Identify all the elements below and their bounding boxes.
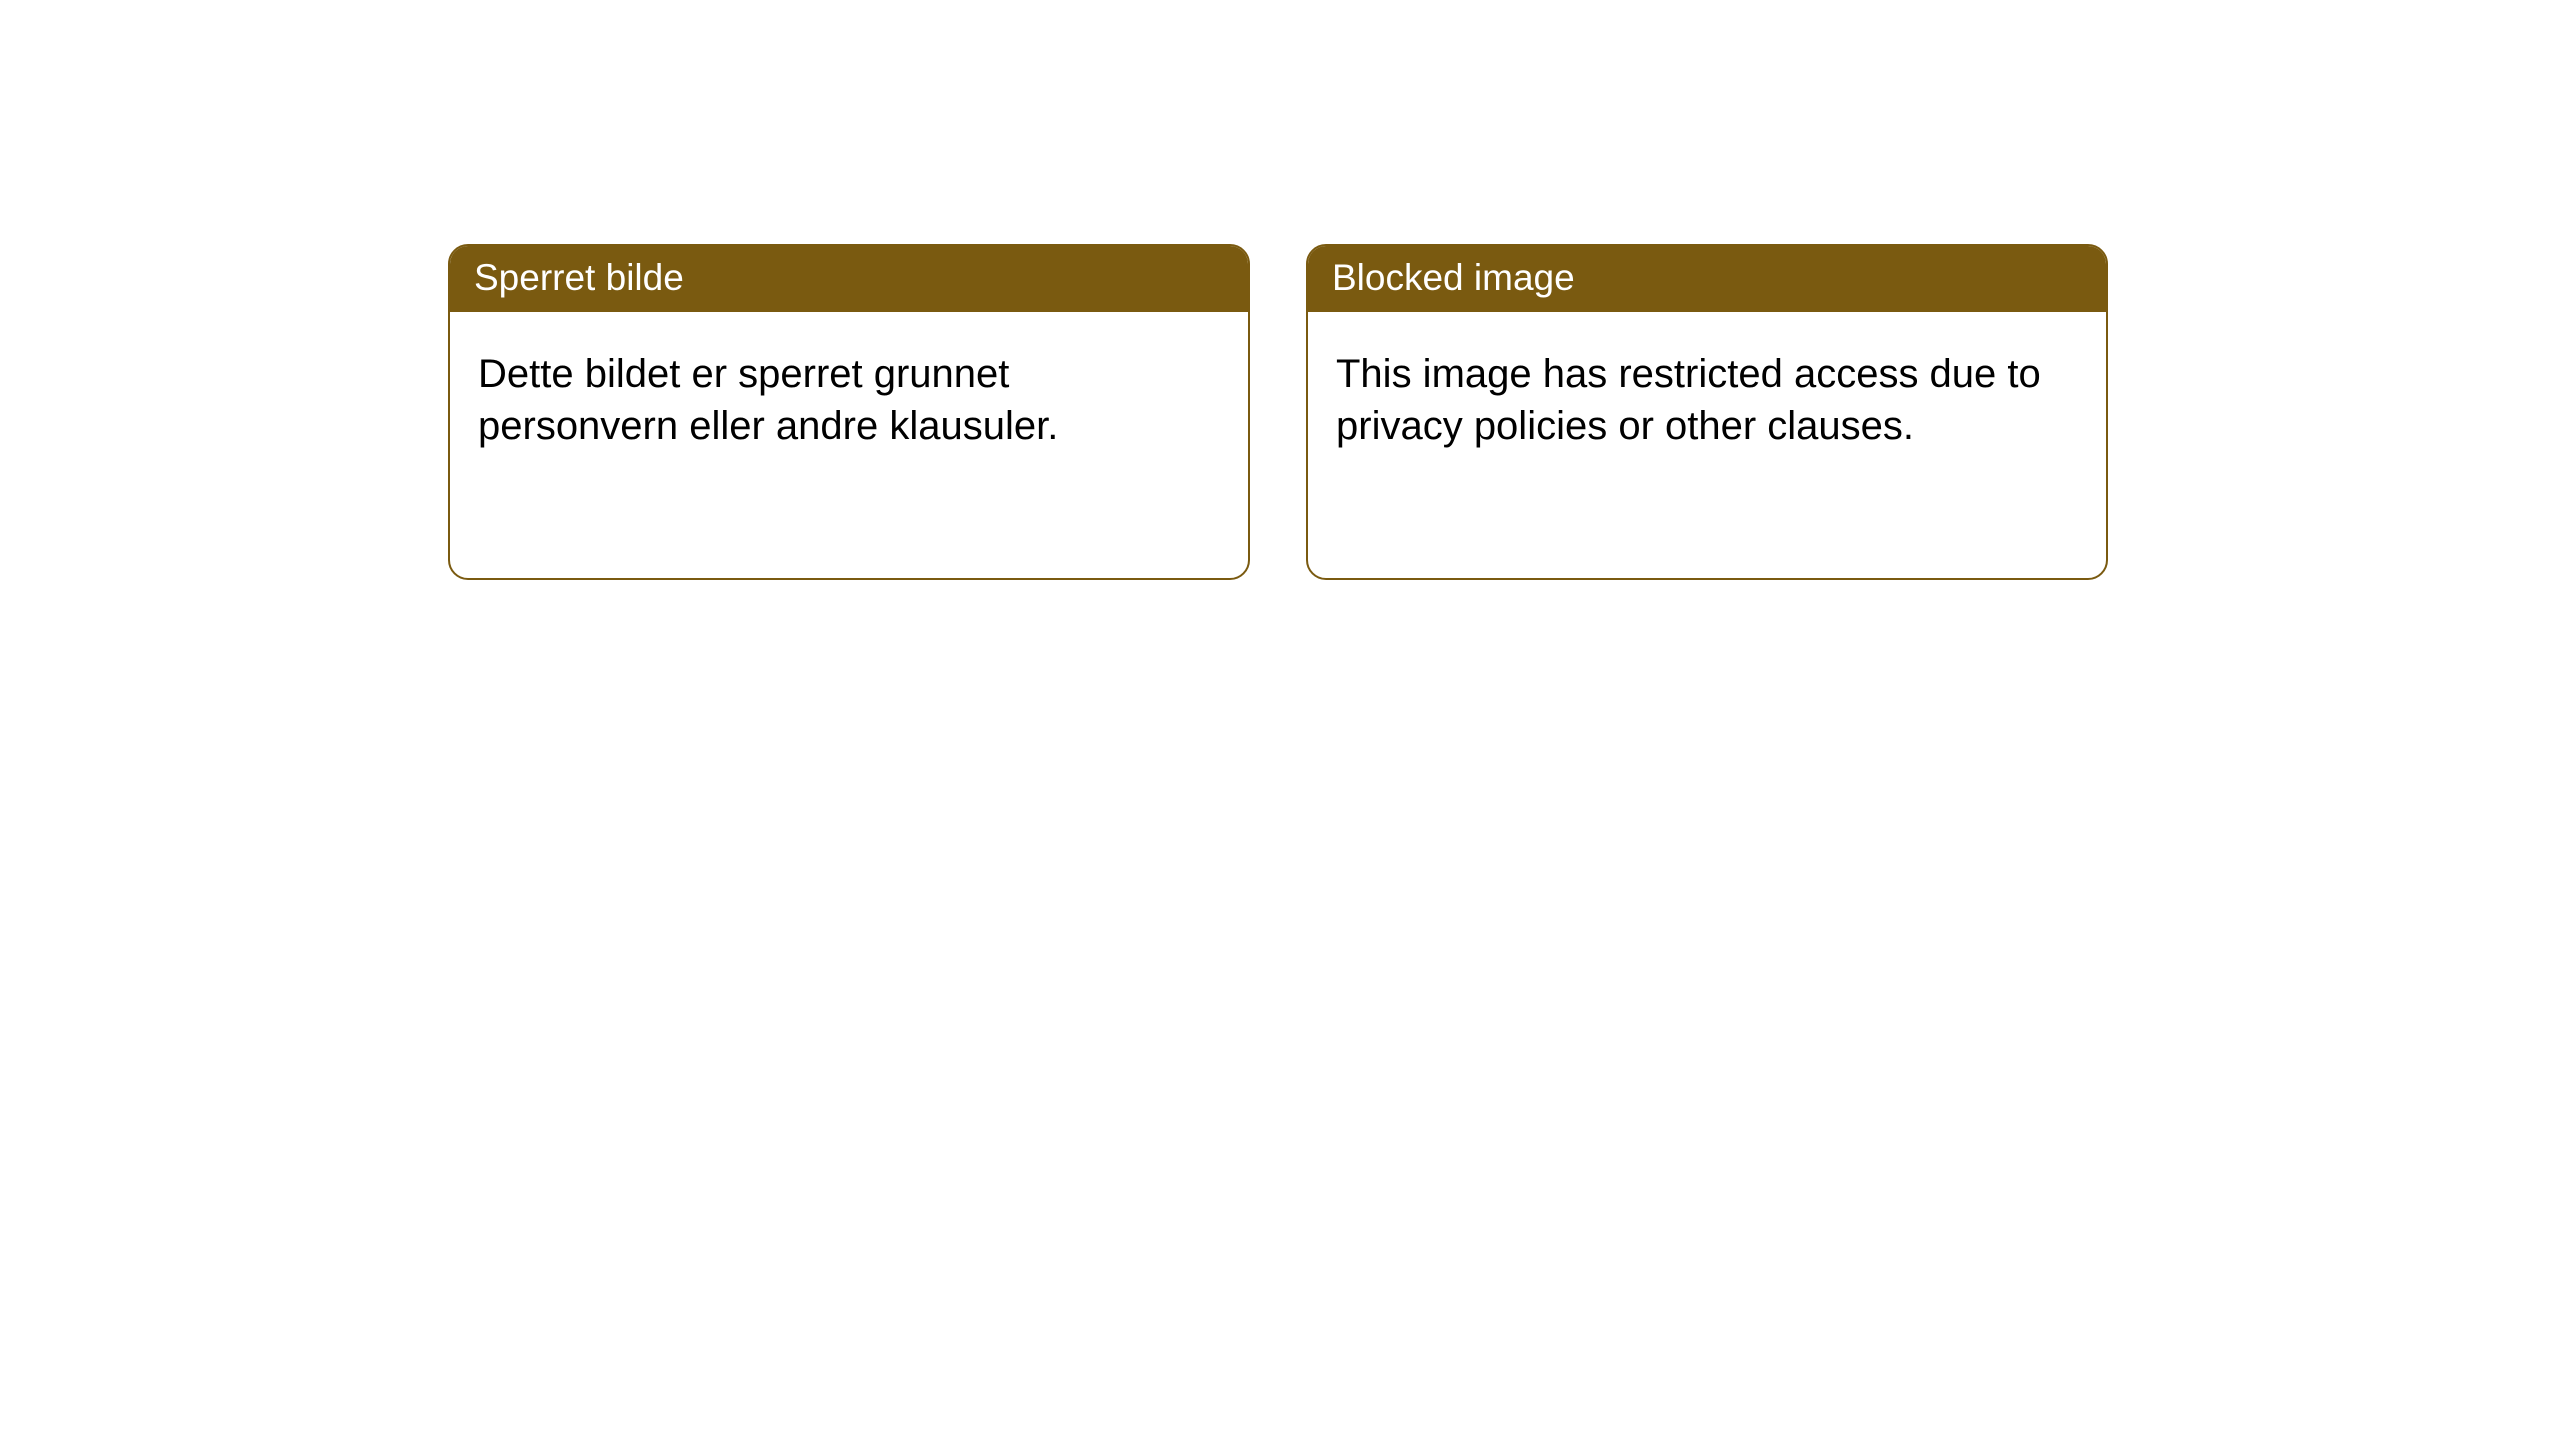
- card-title: Blocked image: [1332, 257, 1575, 298]
- notice-card-norwegian: Sperret bilde Dette bildet er sperret gr…: [448, 244, 1250, 580]
- notice-container: Sperret bilde Dette bildet er sperret gr…: [0, 0, 2560, 580]
- card-header: Sperret bilde: [450, 246, 1248, 312]
- card-header: Blocked image: [1308, 246, 2106, 312]
- card-body-text: This image has restricted access due to …: [1336, 352, 2041, 448]
- card-title: Sperret bilde: [474, 257, 684, 298]
- notice-card-english: Blocked image This image has restricted …: [1306, 244, 2108, 580]
- card-body: This image has restricted access due to …: [1308, 312, 2106, 488]
- card-body: Dette bildet er sperret grunnet personve…: [450, 312, 1248, 488]
- card-body-text: Dette bildet er sperret grunnet personve…: [478, 352, 1058, 448]
